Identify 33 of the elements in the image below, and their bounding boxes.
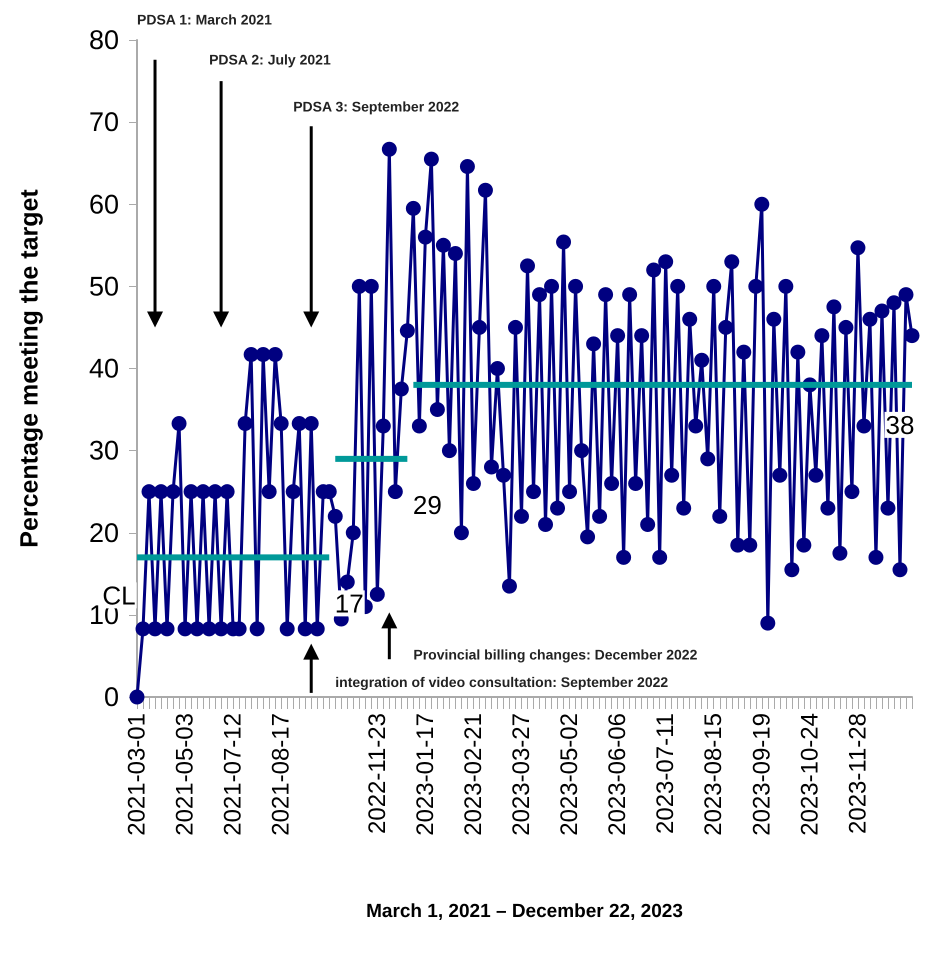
- data-label: 29: [412, 490, 442, 520]
- y-tick-label: 0: [104, 682, 119, 712]
- x-tick-label: 2023-10-24: [796, 713, 824, 836]
- x-tick-label: 2023-09-19: [748, 713, 776, 836]
- x-axis-title: March 1, 2021 – December 22, 2023: [366, 901, 683, 922]
- annotation: PDSA 3: September 2022: [293, 98, 460, 115]
- x-tick-label: 2023-05-02: [556, 713, 584, 836]
- text: PDSA 1: March 2021: [137, 11, 272, 28]
- x-tick-label: 2021-03-01: [124, 713, 150, 836]
- annotation: PDSA 2: July 2021: [209, 52, 331, 68]
- data-label: 38: [886, 410, 914, 440]
- y-tick-label: 80: [88, 25, 119, 55]
- y-tick-label: 50: [88, 271, 119, 302]
- y-tick-label: 20: [88, 518, 119, 548]
- x-tick-label: 2023-01-17: [412, 713, 439, 836]
- y-tick-label: 40: [88, 354, 119, 384]
- y-tick-label: 60: [88, 189, 119, 220]
- annotation: integration of video consultation: September 2022: [335, 674, 668, 690]
- y-tick-label: 30: [88, 436, 119, 466]
- annotation: Provincial billing changes: December 2022: [413, 646, 698, 662]
- x-tick-label: 2021-08-17: [268, 713, 295, 836]
- data-label: 17: [334, 588, 364, 618]
- x-tick-label: 2023-11-28: [844, 713, 872, 834]
- x-tick-label: 2023-07-11: [652, 713, 680, 834]
- y-axis-title: Percentage meeting the target: [16, 188, 44, 548]
- x-tick-label: 2021-05-03: [172, 713, 199, 836]
- x-tick-label: 2023-02-21: [460, 713, 487, 836]
- x-tick-label: 2023-03-27: [508, 713, 535, 836]
- y-tick-label: 70: [88, 107, 119, 138]
- x-tick-label: 2023-06-06: [604, 713, 632, 836]
- x-tick-label: 2021-07-12: [220, 713, 247, 836]
- x-tick-label: 2023-08-15: [700, 713, 728, 836]
- x-tick-label: 2022-11-23: [364, 713, 391, 834]
